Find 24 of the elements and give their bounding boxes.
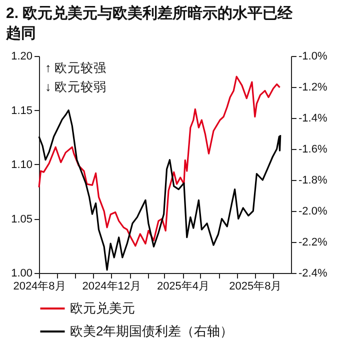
line-series [38, 109, 282, 271]
annotation: ↓ 欧元较弱 [45, 80, 107, 94]
y2-tick-label: -1.8% [298, 174, 328, 186]
legend-label: 欧美2年期国债利差（右轴） [70, 324, 234, 338]
y-tick-label: 1.15 [11, 104, 32, 117]
x-tick-label: 2024年12月 [82, 280, 142, 292]
x-tick-label: 2025年4月 [156, 280, 210, 292]
y-tick-label: 1.10 [11, 159, 32, 171]
line-series [38, 76, 281, 247]
x-tick-label: 2024年8月 [13, 280, 66, 292]
annotation: ↑ 欧元较强 [45, 61, 107, 75]
y-tick-label: 1.00 [11, 268, 32, 280]
y2-tick-label: -1.4% [298, 112, 328, 124]
x-tick-label: 2025年8月 [229, 280, 282, 292]
y2-tick-label: -2.2% [298, 236, 328, 248]
y2-tick-label: -2.0% [298, 206, 328, 218]
y2-tick-label: -1.0% [298, 50, 328, 62]
y-tick-label: 1.20 [11, 50, 32, 62]
y2-tick-label: -2.4% [298, 268, 328, 280]
legend-label: 欧元兑美元 [70, 300, 135, 316]
chart-title: 2. 欧元兑美元与欧美利差所暗示的水平已经趋同 [5, 4, 294, 44]
y2-tick-label: -1.2% [298, 82, 328, 94]
y2-tick-label: -1.6% [298, 144, 328, 156]
y-tick-label: 1.05 [11, 213, 32, 226]
